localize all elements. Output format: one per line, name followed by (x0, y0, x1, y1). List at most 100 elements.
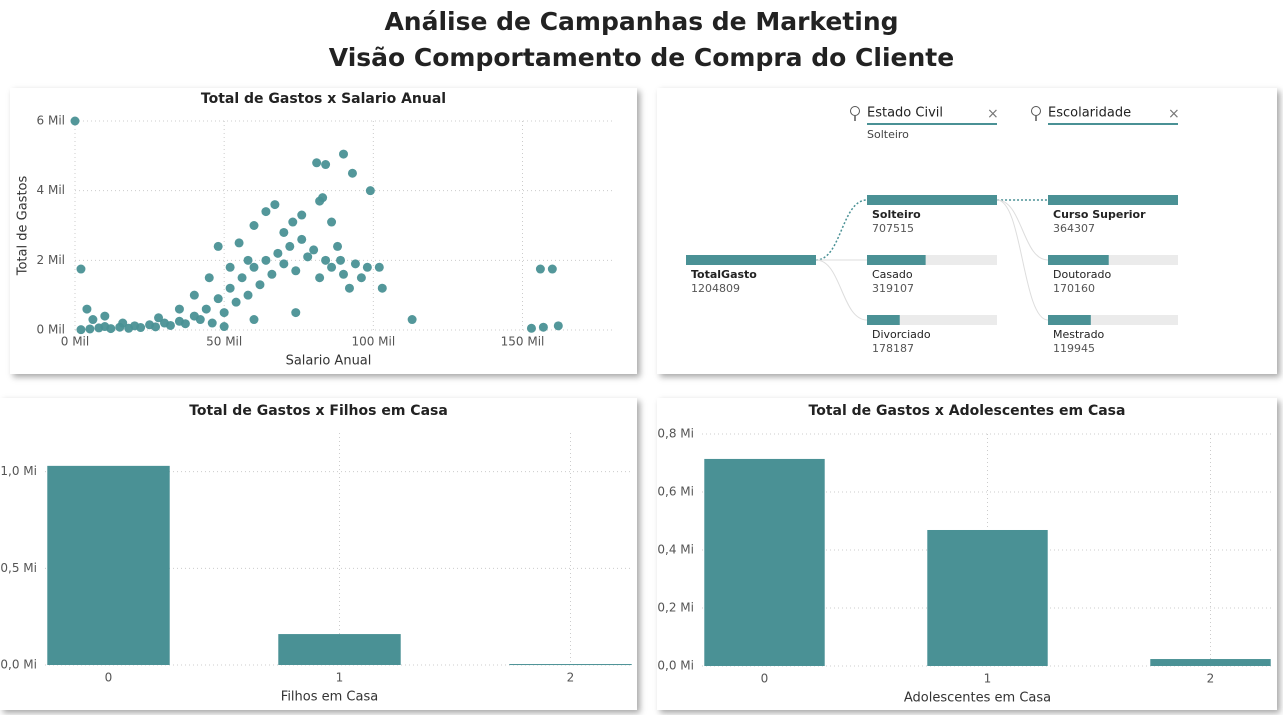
point (261, 255, 271, 265)
bar-track (867, 255, 997, 265)
connector (996, 199, 1049, 321)
point (339, 269, 348, 279)
point (339, 149, 348, 159)
point (100, 311, 110, 321)
point (82, 304, 92, 314)
connector (996, 199, 1049, 261)
y-tick-label: 1,0 Mi (0, 464, 37, 478)
point (285, 241, 295, 251)
point (243, 255, 253, 265)
chart: Total de Gastos x Adolescentes em Casa 0,… (657, 403, 1272, 706)
bar (1150, 659, 1271, 666)
point (249, 221, 259, 230)
y-tick-label: 0,6 Mi (657, 485, 694, 499)
chart-title: Total de Gastos x Salario Anual (201, 91, 446, 107)
point (327, 217, 337, 227)
point (85, 324, 95, 334)
point (350, 259, 360, 269)
node-value: 178187 (872, 342, 914, 355)
x-tick-label: 2 (1207, 672, 1215, 686)
point (321, 255, 331, 265)
point (118, 318, 128, 328)
bar-panel: Total de Gastos x Adolescentes em Casa 0,… (657, 398, 1277, 710)
node-name: Doutorado (1053, 268, 1111, 281)
point (362, 262, 372, 272)
point (76, 325, 86, 335)
x-axis-label: Salario Anual (286, 354, 372, 369)
y-tick-label: 0,4 Mi (657, 543, 694, 557)
point (526, 323, 536, 333)
y-tick-label: 2 Mil (37, 253, 65, 267)
point (243, 290, 253, 300)
title-line: Visão Comportamento de Compra do Cliente (328, 43, 955, 72)
x-tick-label: 1 (336, 671, 344, 685)
point (315, 196, 325, 206)
bulb-icon (850, 106, 860, 116)
point (70, 116, 80, 126)
point (535, 264, 545, 274)
point (273, 248, 283, 258)
node-value: 319107 (872, 282, 914, 295)
point (270, 200, 280, 210)
point (261, 207, 271, 217)
y-tick-label: 0,8 Mi (657, 427, 694, 441)
close-icon: × (1168, 106, 1180, 122)
node-name: Solteiro (872, 208, 921, 221)
point (219, 308, 229, 318)
node-value: 119945 (1053, 342, 1095, 355)
point (106, 324, 116, 334)
y-tick-label: 4 Mil (37, 183, 65, 197)
point (201, 304, 211, 314)
node-name: Casado (872, 268, 913, 281)
point (165, 320, 175, 330)
node-name: Mestrado (1053, 328, 1105, 341)
point (234, 238, 244, 248)
chart: Total de Gastos x Salario Anual 0 Mil 2 Mi… (16, 91, 612, 369)
bar (867, 255, 926, 265)
point (327, 262, 337, 272)
close-icon: × (987, 106, 999, 122)
point (309, 245, 319, 255)
point (151, 322, 161, 332)
bar (509, 664, 632, 666)
bar (278, 634, 401, 665)
field-header: Estado Civil (867, 106, 943, 121)
y-tick-label: 0,0 Mi (0, 658, 37, 672)
bar (704, 458, 825, 666)
dashboard-title: Análise de Campanhas de Marketing Visão … (0, 4, 1283, 76)
tree-panel: TotalGasto 1204809 Estado Civil × Solteiro So… (657, 88, 1277, 374)
bar-panel: Total de Gastos x Filhos em Casa 0,0 Mi 0,… (0, 398, 637, 710)
x-tick-label: 50 Mil (206, 335, 242, 349)
point (333, 241, 343, 251)
point (249, 315, 259, 325)
x-tick-label: 0 Mil (61, 335, 89, 349)
point (407, 315, 417, 325)
point (180, 319, 190, 329)
x-tick-label: 150 Mil (501, 335, 545, 349)
point (291, 266, 301, 276)
x-tick-label: 100 Mil (351, 335, 395, 349)
point (321, 160, 331, 170)
scatter-panel: Total de Gastos x Salario Anual 0 Mil 2 Mi… (10, 88, 637, 374)
y-tick-label: 0,2 Mi (657, 601, 694, 615)
point (76, 264, 86, 274)
node-name: Curso Superior (1053, 208, 1146, 221)
bar (867, 315, 900, 325)
y-tick-label: 0,5 Mi (0, 561, 37, 575)
chart: Total de Gastos x Filhos em Casa 0,0 Mi 0,… (0, 403, 632, 705)
field-header: Escolaridade (1048, 106, 1131, 121)
point (297, 210, 307, 220)
point (336, 255, 346, 265)
bar (867, 195, 997, 205)
point (136, 323, 146, 333)
point (255, 280, 265, 290)
point (174, 304, 184, 314)
point (231, 297, 241, 307)
selected-value: Solteiro (867, 128, 909, 141)
y-axis-label: Total de Gastos (16, 176, 31, 277)
title-line: Análise de Campanhas de Marketing (384, 7, 899, 36)
point (279, 259, 289, 269)
point (213, 241, 223, 251)
point (225, 283, 235, 293)
